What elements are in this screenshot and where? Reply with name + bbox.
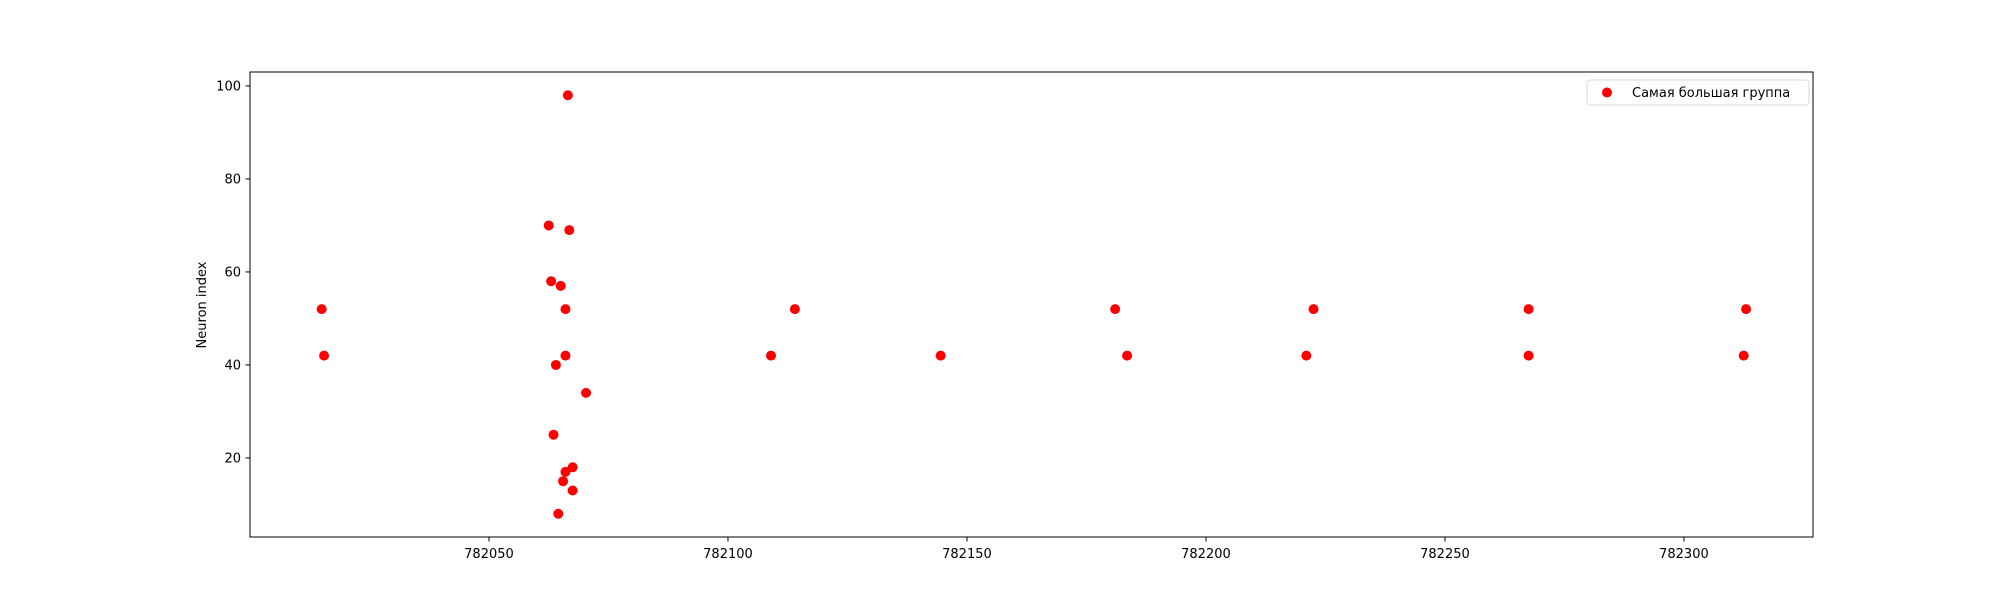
x-tick-label: 782250 [1420, 547, 1470, 562]
data-point [564, 225, 575, 236]
data-point [1122, 350, 1133, 361]
data-point [319, 350, 330, 361]
legend-box [1586, 79, 1810, 106]
data-point [560, 304, 571, 315]
data-point [546, 276, 557, 287]
legend: Самая большая группа [1586, 79, 1810, 106]
data-point [1301, 350, 1312, 361]
data-point [555, 280, 566, 291]
y-axis-ticks: 20 40 60 80 100 [216, 79, 250, 466]
x-axis-ticks: 782050 782100 782150 782200 782250 782300 [464, 537, 1709, 562]
data-point [1523, 304, 1534, 315]
x-tick-label: 782050 [464, 547, 514, 562]
data-point [562, 90, 573, 101]
y-tick-label: 40 [224, 358, 241, 373]
y-tick-label: 20 [224, 451, 241, 466]
data-point [581, 387, 592, 398]
legend-label: Самая большая группа [1632, 86, 1790, 101]
data-point [560, 350, 571, 361]
data-point [567, 485, 578, 496]
x-tick-label: 782100 [703, 547, 753, 562]
data-point [558, 476, 569, 487]
data-point [543, 220, 554, 231]
x-tick-label: 782300 [1659, 547, 1709, 562]
scatter-points [316, 90, 1752, 519]
data-point [567, 462, 578, 473]
data-point [560, 466, 571, 477]
y-tick-label: 100 [216, 79, 241, 94]
data-point [935, 350, 946, 361]
data-point [1738, 350, 1749, 361]
legend-marker [1602, 87, 1612, 98]
data-point [1110, 304, 1121, 315]
y-axis-label: Neuron index [195, 261, 210, 348]
data-point [1308, 304, 1319, 315]
data-point [789, 304, 800, 315]
x-tick-label: 782150 [942, 547, 992, 562]
data-point [548, 429, 559, 440]
x-tick-label: 782200 [1181, 547, 1231, 562]
data-point [766, 350, 776, 361]
data-point [553, 508, 564, 519]
data-point [1523, 350, 1534, 361]
data-point [316, 304, 327, 315]
y-tick-label: 80 [224, 172, 241, 187]
data-point [550, 359, 561, 370]
data-point [1741, 304, 1752, 315]
plot-area-frame [249, 71, 1814, 538]
y-tick-label: 60 [224, 265, 241, 280]
